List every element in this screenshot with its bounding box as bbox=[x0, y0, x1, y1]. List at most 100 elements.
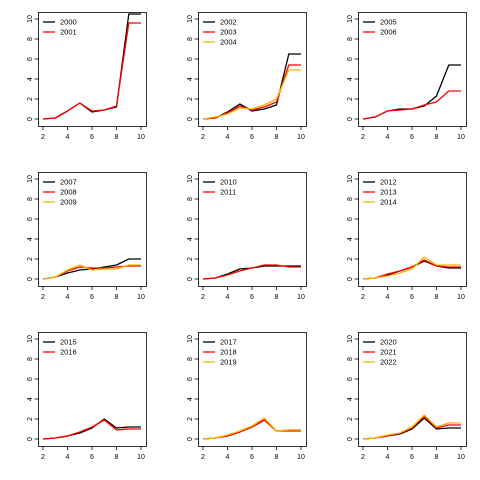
y-tick-label: 2 bbox=[27, 257, 34, 261]
y-tick-label: 8 bbox=[187, 37, 194, 41]
legend-label-2020: 2020 bbox=[380, 338, 397, 347]
legend-label-2003: 2003 bbox=[220, 28, 237, 37]
y-tick-label: 4 bbox=[27, 397, 34, 401]
y-tick-label: 10 bbox=[187, 175, 194, 183]
x-tick-label: 2 bbox=[41, 294, 45, 301]
y-tick-label: 6 bbox=[27, 377, 34, 381]
y-tick-label: 10 bbox=[187, 335, 194, 343]
series-line-2008 bbox=[42, 265, 141, 280]
x-tick-label: 4 bbox=[66, 134, 70, 141]
series-line-2019 bbox=[202, 417, 301, 440]
y-tick-label: 4 bbox=[187, 77, 194, 81]
y-tick-label: 8 bbox=[347, 357, 354, 361]
series-line-2017 bbox=[202, 419, 301, 440]
legend-label-2016: 2016 bbox=[60, 348, 77, 357]
series-line-2018 bbox=[202, 419, 301, 440]
legend-label-2019: 2019 bbox=[220, 358, 237, 367]
y-tick-label: 10 bbox=[27, 15, 34, 23]
series-line-2009 bbox=[42, 264, 141, 280]
x-tick-label: 10 bbox=[137, 294, 145, 301]
y-tick-label: 2 bbox=[347, 97, 354, 101]
x-tick-label: 4 bbox=[226, 454, 230, 461]
x-tick-label: 2 bbox=[41, 134, 45, 141]
legend-label-2002: 2002 bbox=[220, 18, 237, 27]
y-tick-label: 2 bbox=[187, 417, 194, 421]
x-tick-label: 8 bbox=[115, 454, 119, 461]
y-tick-label: 6 bbox=[187, 217, 194, 221]
plot-frame bbox=[198, 332, 307, 447]
y-tick-label: 0 bbox=[27, 437, 34, 441]
x-tick-label: 8 bbox=[115, 294, 119, 301]
y-tick-label: 6 bbox=[347, 57, 354, 61]
x-tick-label: 8 bbox=[435, 294, 439, 301]
x-tick-label: 2 bbox=[201, 454, 205, 461]
series-line-2012 bbox=[362, 260, 461, 280]
y-tick-label: 8 bbox=[27, 197, 34, 201]
y-tick-label: 4 bbox=[27, 237, 34, 241]
y-tick-label: 0 bbox=[347, 437, 354, 441]
y-tick-label: 10 bbox=[187, 15, 194, 23]
x-tick-label: 6 bbox=[90, 294, 94, 301]
y-tick-label: 10 bbox=[347, 175, 354, 183]
series-line-2005 bbox=[362, 64, 461, 120]
legend-label-2010: 2010 bbox=[220, 178, 237, 187]
x-tick-label: 2 bbox=[201, 294, 205, 301]
x-tick-label: 10 bbox=[137, 134, 145, 141]
y-tick-label: 2 bbox=[187, 97, 194, 101]
y-tick-label: 10 bbox=[347, 15, 354, 23]
plot-frame bbox=[358, 172, 467, 287]
series-line-2016 bbox=[42, 419, 141, 440]
x-tick-label: 10 bbox=[457, 294, 465, 301]
y-tick-label: 6 bbox=[347, 217, 354, 221]
legend-label-2005: 2005 bbox=[380, 18, 397, 27]
series-line-2011 bbox=[202, 264, 301, 280]
series-line-2022 bbox=[362, 414, 461, 440]
legend-label-2021: 2021 bbox=[380, 348, 397, 357]
y-tick-label: 0 bbox=[187, 117, 194, 121]
series-line-2001 bbox=[42, 22, 141, 120]
legend-label-2008: 2008 bbox=[60, 188, 77, 197]
x-tick-label: 8 bbox=[275, 454, 279, 461]
series-line-2013 bbox=[362, 259, 461, 280]
x-tick-label: 4 bbox=[386, 134, 390, 141]
x-tick-label: 8 bbox=[275, 134, 279, 141]
plot-frame bbox=[358, 12, 467, 127]
y-tick-label: 4 bbox=[347, 397, 354, 401]
x-tick-label: 10 bbox=[137, 454, 145, 461]
legend-label-2009: 2009 bbox=[60, 198, 77, 207]
y-tick-label: 6 bbox=[27, 57, 34, 61]
y-tick-label: 0 bbox=[347, 277, 354, 281]
x-tick-label: 4 bbox=[226, 134, 230, 141]
x-tick-label: 10 bbox=[457, 454, 465, 461]
y-tick-label: 2 bbox=[27, 417, 34, 421]
legend-label-2015: 2015 bbox=[60, 338, 77, 347]
y-tick-label: 6 bbox=[187, 377, 194, 381]
x-tick-label: 4 bbox=[226, 294, 230, 301]
legend-label-2004: 2004 bbox=[220, 38, 237, 47]
x-tick-label: 4 bbox=[66, 294, 70, 301]
y-tick-label: 8 bbox=[187, 357, 194, 361]
x-tick-label: 2 bbox=[361, 454, 365, 461]
y-tick-label: 4 bbox=[347, 237, 354, 241]
y-tick-label: 0 bbox=[27, 277, 34, 281]
y-tick-label: 10 bbox=[27, 335, 34, 343]
y-tick-label: 2 bbox=[347, 417, 354, 421]
legend-label-2012: 2012 bbox=[380, 178, 397, 187]
y-tick-label: 2 bbox=[187, 257, 194, 261]
series-line-2006 bbox=[362, 90, 461, 120]
x-tick-label: 8 bbox=[435, 454, 439, 461]
